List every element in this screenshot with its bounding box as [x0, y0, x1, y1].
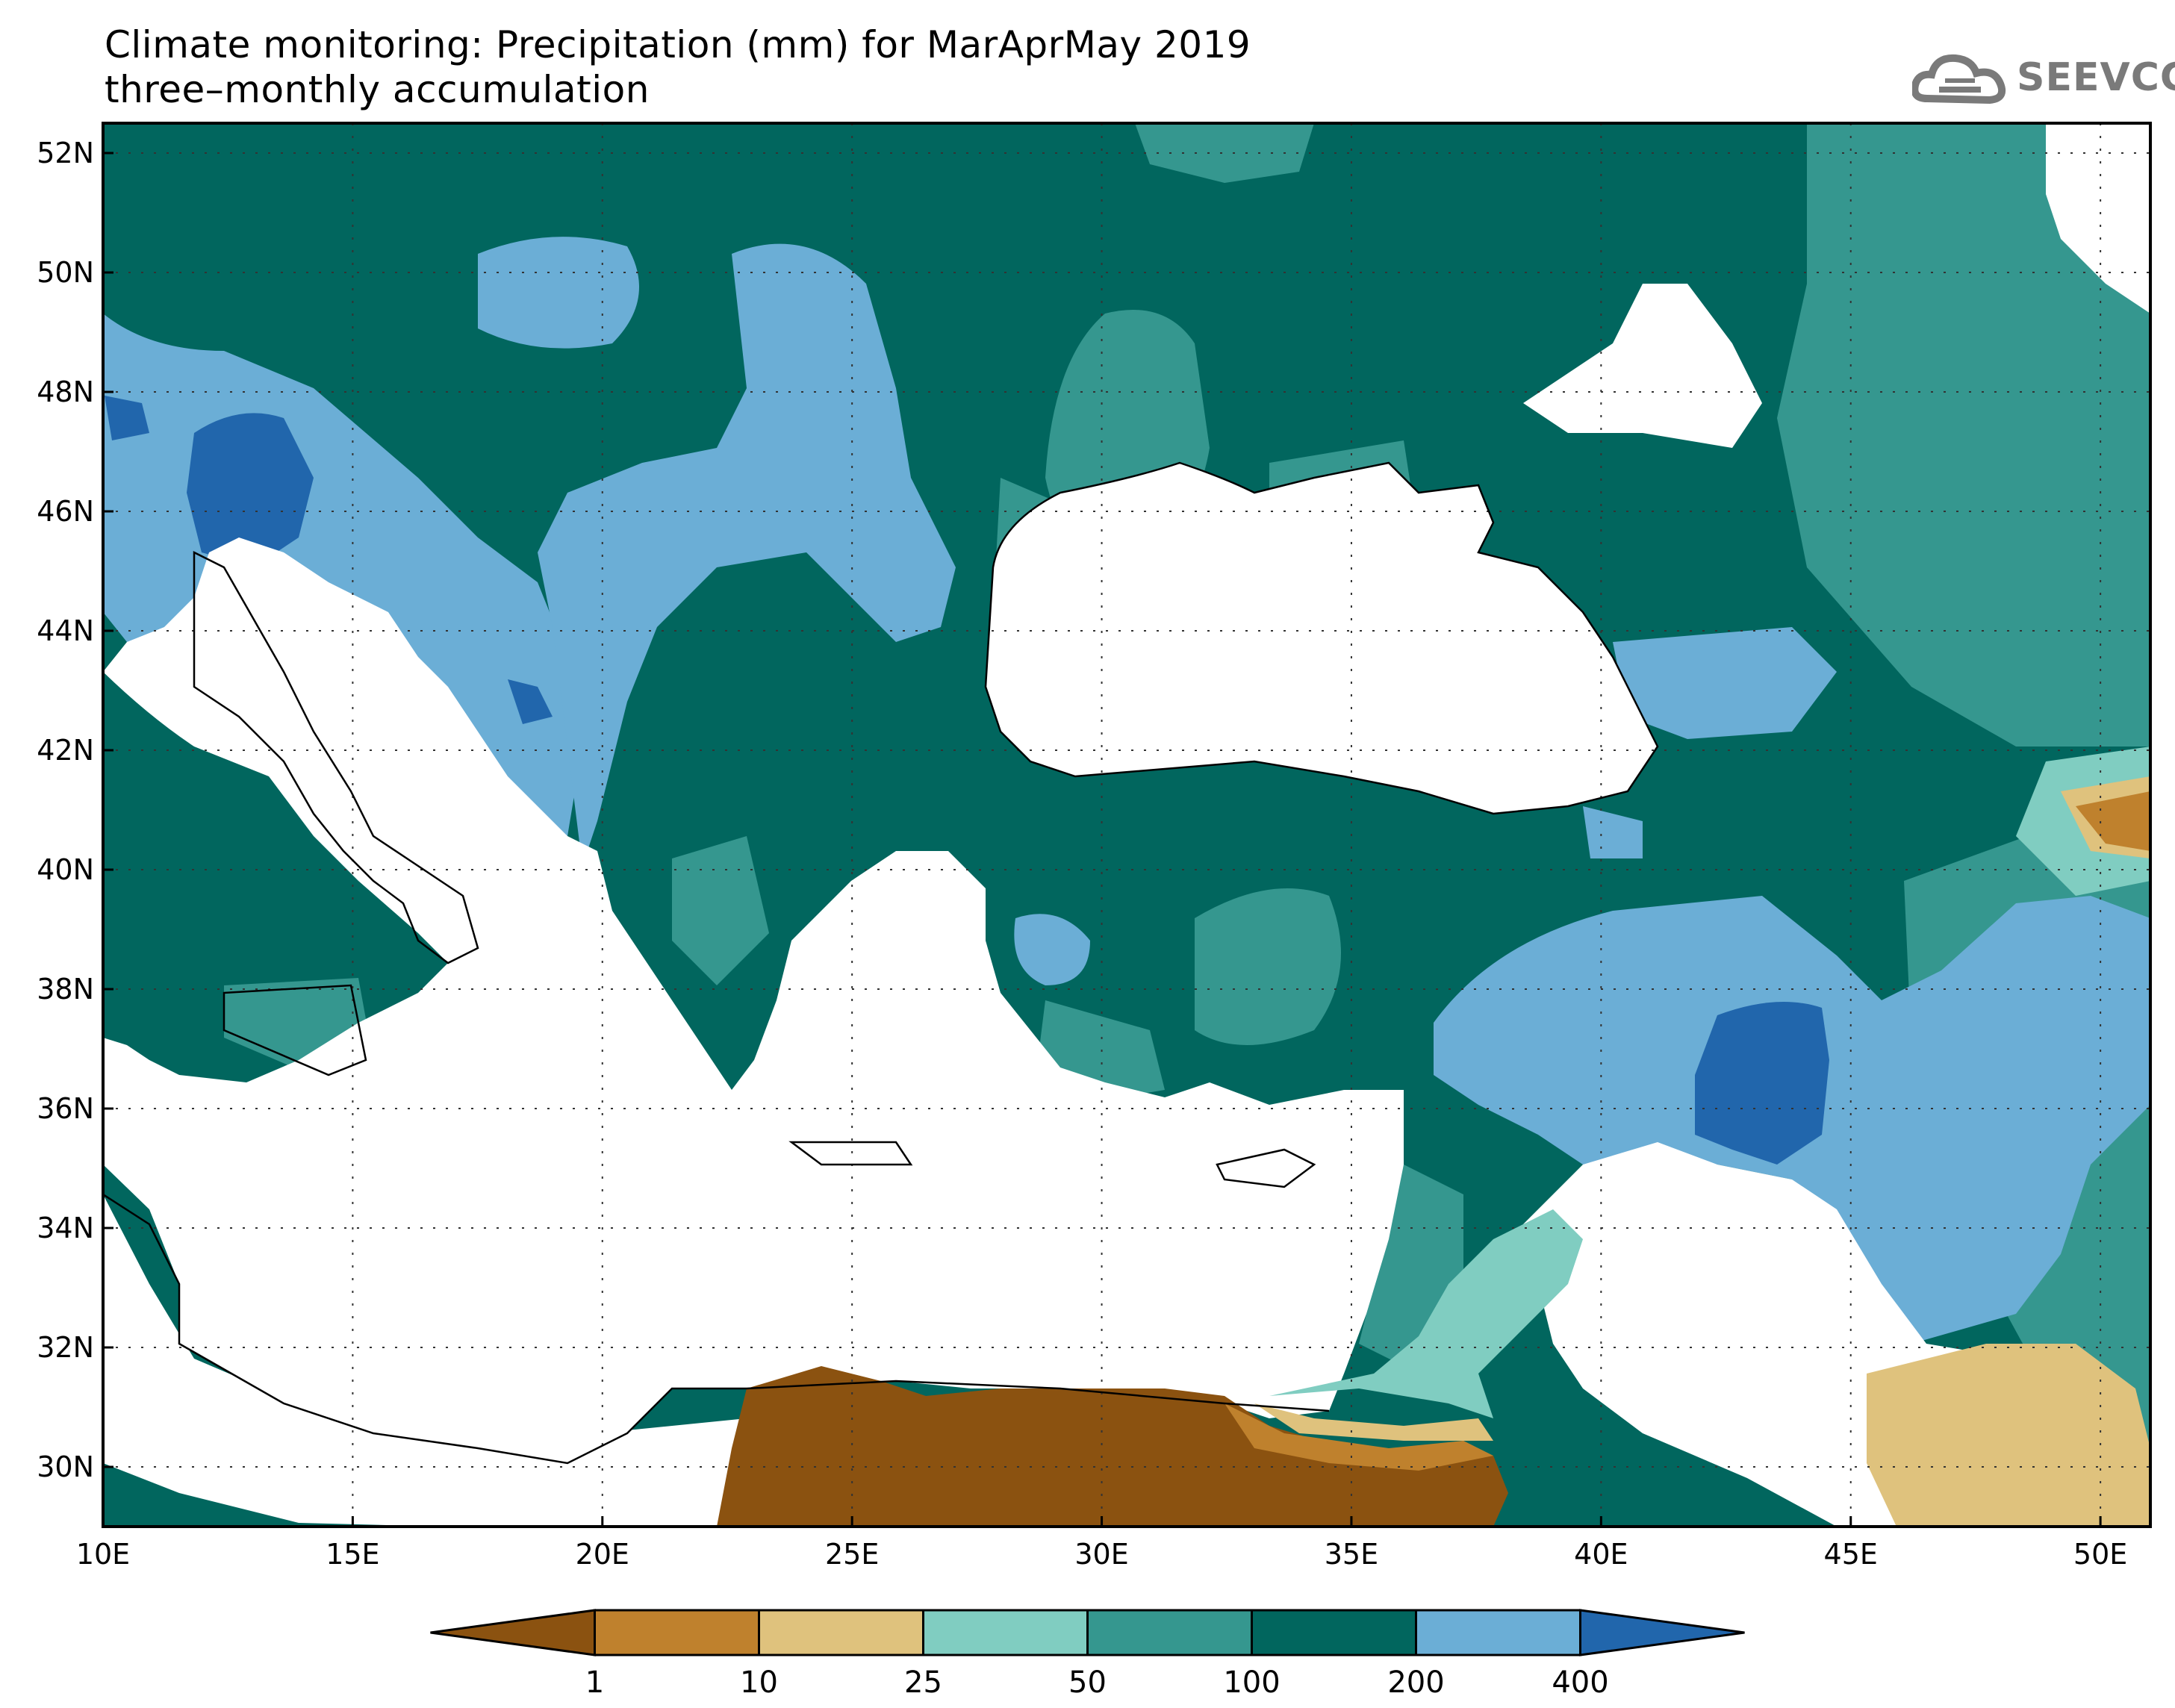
map-title: Climate monitoring: Precipitation (mm) f…: [105, 23, 1251, 66]
colorbar: 1 10 25 50 100 200 400: [430, 1609, 1745, 1700]
map-frame: [102, 122, 2152, 1528]
colorbar-label: 100: [1223, 1665, 1280, 1700]
lon-tick-label: 35E: [1325, 1538, 1378, 1571]
lon-tick-label: 15E: [326, 1538, 379, 1571]
precip-region-ne-turkey: [1583, 806, 1643, 858]
latitude-labels: 52N 50N 48N 46N 44N 42N 40N 38N 36N 34N 32N 30N: [37, 137, 113, 1483]
lon-tick-label: 45E: [1824, 1538, 1878, 1571]
lon-tick-label: 25E: [825, 1538, 879, 1571]
lon-tick-label: 40E: [1574, 1538, 1628, 1571]
precip-region-carpathians: [538, 243, 956, 867]
lon-tick-label: 10E: [76, 1538, 130, 1571]
lat-tick-label: 38N: [37, 973, 94, 1006]
colorbar-segment: [922, 1609, 1089, 1656]
black-sea-coast: [984, 461, 1659, 815]
lat-tick-label: 46N: [37, 495, 94, 528]
kazakh-no-data: [2046, 123, 2150, 314]
logo-text: SEEVCCC: [2017, 55, 2175, 100]
colorbar-segment: [1251, 1609, 1417, 1656]
lon-tick-label: 30E: [1074, 1538, 1128, 1571]
precip-region-anatolia-central: [1195, 888, 1341, 1045]
precip-region-montenegro: [508, 679, 553, 724]
precip-region-egypt-arid: [717, 1366, 1508, 1527]
colorbar-label: 200: [1387, 1665, 1444, 1700]
colorbar-label: 10: [740, 1665, 778, 1700]
coordinate-grid: [103, 123, 2150, 1527]
north-africa-coast: [102, 1193, 1330, 1465]
precip-region-pontic: [1613, 627, 1837, 739]
colorbar-segment: [1579, 1609, 1745, 1656]
sicily-coast: [223, 984, 367, 1076]
colorbar-segment: [758, 1609, 924, 1656]
precip-region-sinai-25: [1254, 1403, 1493, 1441]
precip-region-belarus: [1135, 123, 1314, 183]
mediterranean-sea: [103, 537, 1404, 1463]
colorbar-segment: [594, 1609, 760, 1656]
lat-tick-label: 40N: [37, 853, 94, 886]
cyprus-coast: [1216, 1148, 1316, 1188]
longitude-labels: 10E 15E 20E 25E 30E 35E 40E 45E 50E: [76, 1516, 2127, 1571]
lat-tick-label: 48N: [37, 375, 94, 408]
colorbar-label: 1: [585, 1665, 604, 1700]
precip-region-kuwait-25: [1867, 1344, 2150, 1527]
colorbar-label: 50: [1068, 1665, 1107, 1700]
lat-tick-label: 50N: [37, 256, 94, 289]
precip-region-zagros: [1695, 1002, 1829, 1165]
lon-tick-label: 50E: [2073, 1538, 2127, 1571]
lat-tick-label: 32N: [37, 1331, 94, 1364]
precip-region-alps: [187, 413, 314, 567]
precip-region-alps-west: [105, 396, 149, 440]
precip-region-greece: [672, 836, 769, 985]
precip-region-sinai-10: [1225, 1403, 1493, 1471]
lat-tick-label: 52N: [37, 137, 94, 169]
colorbar-label: 25: [904, 1665, 942, 1700]
colorbar-segment: [1086, 1609, 1253, 1656]
map-subtitle: three–monthly accumulation: [105, 68, 650, 111]
coastlines: [102, 461, 1659, 1465]
italy-coast: [193, 550, 479, 964]
lat-tick-label: 42N: [37, 734, 94, 767]
precip-region-anatolia-west: [1014, 914, 1090, 985]
lat-tick-label: 34N: [37, 1212, 94, 1244]
black-sea: [986, 463, 1658, 814]
lat-tick-label: 30N: [37, 1450, 94, 1483]
precip-region-czech: [478, 237, 639, 349]
lat-tick-label: 36N: [37, 1092, 94, 1125]
crete-coast: [788, 1141, 913, 1166]
azov-no-data: [1523, 284, 1762, 448]
colorbar-segment: [1415, 1609, 1581, 1656]
seevccc-logo: SEEVCCC: [1911, 46, 2175, 112]
precip-region-baku-10: [2076, 791, 2150, 851]
cloud-icon: [1911, 54, 2006, 105]
precip-region-caspian-north: [1777, 123, 2150, 747]
precip-region-negev-50: [1269, 1209, 1583, 1418]
colorbar-segment: [430, 1609, 596, 1656]
lat-tick-label: 44N: [37, 614, 94, 647]
precipitation-field: [103, 123, 2150, 1527]
colorbar-label: 400: [1552, 1665, 1608, 1700]
libya-no-data: [103, 1194, 747, 1527]
lon-tick-label: 20E: [576, 1538, 629, 1571]
